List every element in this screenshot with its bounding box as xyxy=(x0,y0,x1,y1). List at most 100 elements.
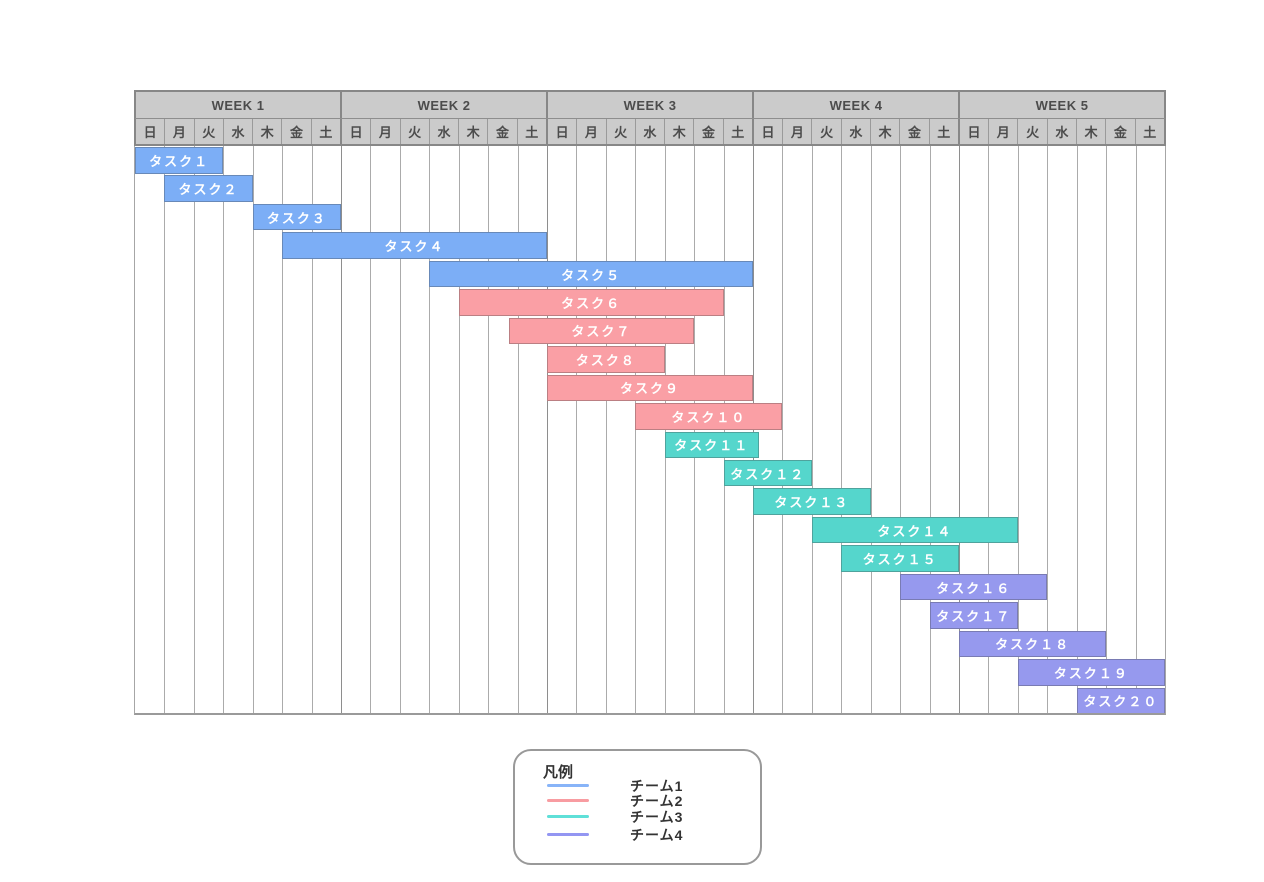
task-bar-label: タスク４ xyxy=(384,239,445,255)
week-header-row: WEEK 1 WEEK 2 WEEK 3 WEEK 4 WEEK 5 xyxy=(134,90,1166,118)
week-header-cell: WEEK 2 xyxy=(342,92,548,118)
task-bar-label: タスク５ xyxy=(561,267,622,283)
day-header-cell: 火 xyxy=(812,119,842,144)
day-header-cell: 火 xyxy=(401,119,430,144)
day-header-row: 日月火水木金土日月火水木金土日月火水木金土日月火水木金土日月火水木金土 xyxy=(134,118,1166,146)
task-bar: タスク１１ xyxy=(664,431,759,458)
task-bar: タスク４ xyxy=(282,232,547,259)
day-grid-line xyxy=(811,146,813,713)
day-header-cell: 土 xyxy=(518,119,548,144)
legend-color-line xyxy=(547,799,589,802)
day-header-cell: 日 xyxy=(960,119,990,144)
day-grid-line xyxy=(399,146,401,713)
legend-item-label: チーム4 xyxy=(630,826,684,843)
legend-item: チーム4 xyxy=(547,826,684,843)
day-grid-line xyxy=(1076,146,1078,713)
day-grid-line xyxy=(370,146,372,713)
task-bar: タスク５ xyxy=(429,260,753,288)
day-header-cell: 水 xyxy=(842,119,872,144)
task-bar-label: タスク１２ xyxy=(730,466,806,482)
task-bar-label: タスク１９ xyxy=(1053,665,1129,681)
task-bar: タスク１２ xyxy=(723,459,812,487)
day-grid-line xyxy=(900,146,902,713)
task-bar-label: タスク１４ xyxy=(877,523,953,539)
week-grid-line xyxy=(547,146,548,713)
task-bar: タスク１８ xyxy=(959,630,1107,658)
task-bar: タスク３ xyxy=(252,203,341,231)
day-header-cell: 月 xyxy=(783,119,813,144)
task-bar: タスク１９ xyxy=(1017,659,1165,686)
legend-item: チーム3 xyxy=(547,808,684,825)
week-header-cell: WEEK 1 xyxy=(136,92,342,118)
day-header-cell: 木 xyxy=(1077,119,1107,144)
task-bar: タスク９ xyxy=(547,374,753,402)
task-bar: タスク１０ xyxy=(635,403,783,430)
day-grid-line xyxy=(429,146,431,713)
task-bar: タスク８ xyxy=(547,346,665,373)
gantt-chart: WEEK 1 WEEK 2 WEEK 3 WEEK 4 WEEK 5 日月火水木金土日月… xyxy=(134,90,1166,715)
task-bar: タスク１４ xyxy=(811,516,1018,544)
day-header-cell: 日 xyxy=(754,119,784,144)
task-bar: タスク２０ xyxy=(1076,687,1165,713)
task-bar: タスク１６ xyxy=(900,573,1048,601)
day-grid-line xyxy=(311,146,313,713)
day-header-cell: 木 xyxy=(253,119,283,144)
day-grid-line xyxy=(193,146,195,713)
day-grid-line xyxy=(929,146,931,713)
day-header-cell: 金 xyxy=(488,119,518,144)
legend-item-label: チーム3 xyxy=(630,808,684,825)
day-grid-line xyxy=(252,146,254,713)
day-header-cell: 月 xyxy=(165,119,195,144)
task-bar: タスク６ xyxy=(458,289,724,316)
day-grid-line xyxy=(576,146,578,713)
week-header-cell: WEEK 4 xyxy=(754,92,960,118)
day-header-cell: 日 xyxy=(136,119,166,144)
day-header-cell: 土 xyxy=(1143,125,1157,140)
day-grid-line xyxy=(988,146,990,713)
day-header-cell: 金 xyxy=(900,119,930,144)
legend-color-line xyxy=(547,815,589,818)
legend-box: 凡例 チーム1 チーム2 チーム3 チーム4 xyxy=(513,749,762,865)
task-bar: タスク１３ xyxy=(753,488,871,515)
day-grid-line xyxy=(458,146,460,713)
day-header-cell: 土 xyxy=(312,119,342,144)
task-bar: タスク２ xyxy=(164,175,253,202)
day-grid-line xyxy=(1017,146,1019,713)
task-bar-label: タスク２０ xyxy=(1083,694,1159,710)
day-grid-line xyxy=(1135,146,1137,713)
day-grid-line xyxy=(782,146,784,713)
day-grid-line xyxy=(1106,146,1108,713)
day-grid-line xyxy=(870,146,872,713)
day-header-cell: 木 xyxy=(871,119,901,144)
day-header-cell: 水 xyxy=(430,119,460,144)
day-header-cell: 金 xyxy=(282,119,312,144)
task-bar: タスク１ xyxy=(135,147,224,174)
task-bar: タスク１７ xyxy=(929,602,1018,629)
day-header-cell: 水 xyxy=(1048,119,1077,144)
day-header-cell: 火 xyxy=(195,119,224,144)
day-header-cell: 木 xyxy=(665,119,695,144)
legend-item: チーム2 xyxy=(547,793,683,809)
task-bar-label: タスク３ xyxy=(266,210,327,226)
task-bar-label: タスク２ xyxy=(178,182,239,198)
task-bar-label: タスク８ xyxy=(575,352,636,368)
day-grid-line xyxy=(488,146,490,713)
day-header-cell: 火 xyxy=(607,119,636,144)
day-header-cell: 火 xyxy=(1018,119,1048,144)
week-grid-line xyxy=(341,146,342,713)
task-bar-label: タスク１６ xyxy=(936,580,1012,596)
week-header-cell: WEEK 3 xyxy=(548,92,754,118)
task-bar-label: タスク１１ xyxy=(674,438,750,454)
day-header-cell: 水 xyxy=(636,119,666,144)
day-header-cell: 木 xyxy=(459,119,489,144)
week-header-cell: WEEK 5 xyxy=(1035,97,1089,113)
day-header-cell: 月 xyxy=(371,119,401,144)
task-bar-label: タスク７ xyxy=(571,324,632,340)
day-grid-line xyxy=(841,146,843,713)
week-grid-line xyxy=(959,146,960,713)
day-header-cell: 金 xyxy=(1106,119,1136,144)
day-header-cell: 水 xyxy=(224,119,254,144)
day-grid-line xyxy=(282,146,284,713)
task-bar-label: タスク１７ xyxy=(936,608,1012,624)
